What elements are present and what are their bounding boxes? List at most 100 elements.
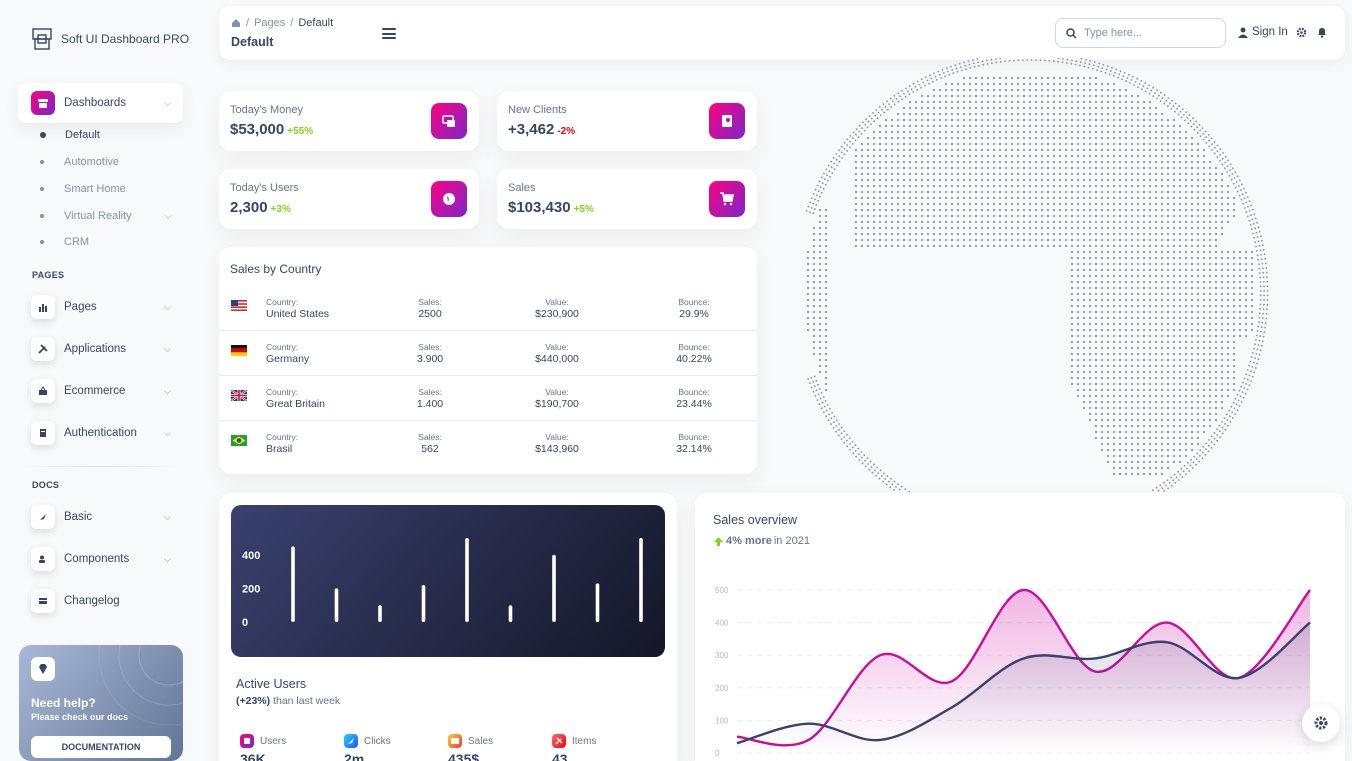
chevron-down-icon: ⌵ xyxy=(164,553,171,564)
bounce-value: 29.9% xyxy=(679,308,709,320)
sales-header: Sales: xyxy=(418,342,442,352)
documentation-button[interactable]: DOCUMENTATION xyxy=(31,736,171,758)
sidebar-item-changelog[interactable]: Changelog xyxy=(18,583,183,619)
card-icon xyxy=(448,734,462,748)
au-stat-value: 2m xyxy=(344,751,365,761)
sales-value: 2500 xyxy=(418,308,442,320)
y-tick-label: 100 xyxy=(715,716,729,725)
au-stat-value: 435$ xyxy=(448,751,480,761)
sign-in-link[interactable]: Sign In xyxy=(1238,26,1288,38)
brand[interactable]: Soft UI Dashboard PRO xyxy=(32,28,189,50)
hamburger-menu-icon[interactable] xyxy=(382,28,396,42)
settings-fab-button[interactable] xyxy=(1302,704,1340,742)
series-line-0 xyxy=(736,588,1311,747)
sidebar-item-label: Components xyxy=(64,553,130,565)
stat-card-clients: New Clients +3,462 -2% xyxy=(497,91,757,151)
sidebar-subitem-label: Smart Home xyxy=(64,183,126,195)
bullet-icon xyxy=(40,187,44,191)
stat-value-text: $53,000 xyxy=(230,121,285,138)
bounce-header: Bounce: xyxy=(678,432,710,442)
sidebar-subitem-virtual-reality[interactable]: Virtual Reality ⌵ xyxy=(40,210,172,222)
sales-cell: Sales: 2500 xyxy=(400,297,460,320)
sidebar-item-label: Ecommerce xyxy=(64,385,126,397)
country-header: Country: xyxy=(266,297,299,307)
sidebar-subitem-crm[interactable]: CRM xyxy=(40,236,89,248)
home-icon[interactable] xyxy=(231,18,241,28)
sidebar-item-ecommerce[interactable]: Ecommerce ⌵ xyxy=(18,373,183,409)
search-box[interactable] xyxy=(1055,18,1226,48)
value-header: Value: xyxy=(545,342,569,352)
series-line-1 xyxy=(736,621,1311,745)
sidebar-item-label: Basic xyxy=(64,511,93,523)
sidebar-item-authentication[interactable]: Authentication ⌵ xyxy=(18,415,183,451)
document-icon xyxy=(31,421,55,445)
sidebar-item-label: Authentication xyxy=(64,427,137,439)
stat-card-sales: Sales $103,430 +5% xyxy=(497,169,757,229)
bar xyxy=(595,583,600,622)
bell-icon[interactable] xyxy=(1317,27,1327,38)
sidebar-item-applications[interactable]: Applications ⌵ xyxy=(18,331,183,367)
globe-illustration xyxy=(805,58,1269,493)
country-name: United States xyxy=(266,308,330,320)
bounce-header: Bounce: xyxy=(678,342,710,352)
value-cell: Value: $143,960 xyxy=(521,432,593,455)
sidebar-subitem-automotive[interactable]: Automotive xyxy=(40,156,119,168)
arrow-up-icon xyxy=(714,536,723,546)
country-header: Country: xyxy=(266,432,299,442)
bullet-icon xyxy=(40,214,44,218)
sidebar-subitem-smart-home[interactable]: Smart Home xyxy=(40,183,126,195)
stat-value-text: $103,430 xyxy=(508,199,571,216)
sidebar-subitem-default[interactable]: Default xyxy=(40,129,100,141)
sidebar-item-components[interactable]: Components ⌵ xyxy=(18,541,183,577)
country-cell: Country: Brasil xyxy=(266,432,298,455)
sidebar-item-label: Pages xyxy=(64,301,97,313)
search-icon xyxy=(1066,27,1077,39)
help-title: Need help? xyxy=(31,696,96,710)
users-icon xyxy=(240,734,254,748)
y-tick-label: 0 xyxy=(242,617,248,629)
section-title-pages: PAGES xyxy=(32,270,65,280)
au-stat-label: Items xyxy=(572,735,597,747)
bar-chart-svg: 400 200 0 xyxy=(242,538,643,629)
sales-value: 3.900 xyxy=(416,353,444,365)
breadcrumb: / Pages / Default xyxy=(231,17,333,29)
sidebar-item-dashboards[interactable]: Dashboards ⌵ xyxy=(18,83,183,123)
stat-label: Today's Users xyxy=(230,182,299,194)
country-header: Country: xyxy=(266,342,299,352)
country-name: Germany xyxy=(266,353,310,365)
search-input[interactable] xyxy=(1084,27,1204,39)
breadcrumb-pages[interactable]: Pages xyxy=(254,17,286,29)
rocket-icon xyxy=(344,734,358,748)
sidebar-subitem-label: CRM xyxy=(64,236,90,248)
sales-cell: Sales: 3.900 xyxy=(400,342,460,365)
sidebar-subitem-label: Default xyxy=(65,129,100,141)
sidebar-item-basic[interactable]: Basic ⌵ xyxy=(18,499,183,535)
diamond-icon xyxy=(31,657,55,681)
sales-header: Sales: xyxy=(418,387,442,397)
sales-overview-line-chart: 500 400 300 200 100 0 xyxy=(715,586,1311,758)
stat-change: +5% xyxy=(573,204,594,215)
y-tick-label: 200 xyxy=(715,684,729,693)
help-subtitle: Please check our docs xyxy=(31,712,129,722)
stat-value: +3,462 -2% xyxy=(508,121,575,138)
value-value: $230,900 xyxy=(535,308,579,320)
cart-icon xyxy=(709,181,745,217)
help-card: Need help? Please check our docs DOCUMEN… xyxy=(19,645,183,761)
sidebar-item-pages[interactable]: Pages ⌵ xyxy=(18,289,183,325)
bar xyxy=(639,538,643,622)
value-header: Value: xyxy=(545,297,569,307)
value-value: $440,000 xyxy=(535,353,579,365)
basket-icon xyxy=(31,379,55,403)
sidebar-subitem-label: Automotive xyxy=(64,156,120,168)
y-tick-label: 200 xyxy=(242,583,260,595)
country-cell: Country: Great Britain xyxy=(266,387,325,410)
chevron-down-icon: ⌵ xyxy=(164,385,171,396)
sales-overview-title: Sales overview xyxy=(713,513,798,527)
tools-icon xyxy=(31,337,55,361)
country-header: Country: xyxy=(266,387,299,397)
bounce-cell: Bounce: 29.9% xyxy=(663,297,725,320)
bullet-icon xyxy=(40,132,46,138)
value-cell: Value: $230,900 xyxy=(521,297,593,320)
au-stat-items: Items xyxy=(552,734,596,748)
gear-icon[interactable] xyxy=(1296,27,1307,38)
